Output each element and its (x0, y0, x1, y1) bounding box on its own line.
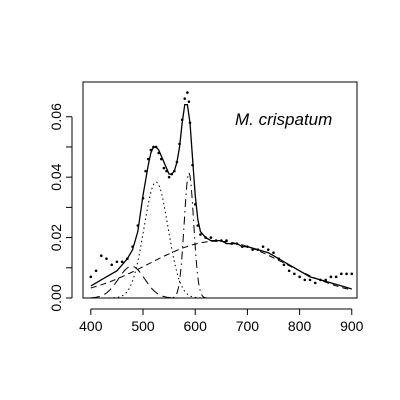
data-point (235, 242, 239, 245)
data-point (165, 169, 168, 173)
data-point (261, 245, 265, 248)
data-point (272, 251, 275, 254)
data-point (159, 157, 163, 161)
data-point (152, 145, 155, 149)
data-point (99, 254, 103, 258)
data-point (345, 272, 348, 276)
data-point (178, 142, 181, 146)
data-point (340, 272, 343, 276)
data-point (141, 197, 145, 200)
y-tick-label: 0.02 (48, 224, 64, 251)
data-point (251, 248, 254, 251)
data-point (277, 257, 281, 261)
y-tick-label: 0.06 (48, 103, 64, 130)
x-tick-label: 600 (184, 318, 208, 334)
component-curve-dashed (90, 240, 352, 291)
y-tick-label: 0.04 (48, 163, 64, 190)
data-point (334, 275, 338, 279)
x-tick-label: 800 (288, 318, 312, 334)
data-point (256, 248, 260, 251)
data-point (154, 145, 158, 149)
data-point (246, 245, 249, 248)
data-point (308, 278, 312, 282)
data-point (287, 269, 291, 273)
data-point (131, 245, 134, 248)
x-tick-label: 900 (340, 318, 364, 334)
data-point (105, 257, 108, 261)
data-point (89, 275, 93, 279)
data-point (209, 236, 213, 239)
data-point (220, 239, 223, 242)
plot-area: 400 500 600 700 800 900 0.00 0.02 0.04 0.06 (48, 81, 364, 334)
data-point (157, 151, 160, 155)
data-point (136, 224, 140, 227)
data-point (319, 278, 322, 282)
data-point (144, 169, 147, 173)
y-tick-label: 0.00 (48, 284, 64, 311)
data-point (329, 275, 333, 279)
data-point (230, 242, 234, 245)
data-point (193, 203, 197, 206)
data-point (175, 160, 179, 164)
data-point (282, 263, 286, 267)
x-tick-label: 500 (131, 318, 155, 334)
data-point (303, 278, 307, 282)
data-point (293, 272, 296, 276)
data-point (350, 272, 354, 276)
data-point (149, 148, 153, 152)
data-point (225, 239, 228, 242)
data-point (187, 100, 191, 103)
data-point (196, 224, 200, 227)
data-point (115, 260, 119, 264)
data-point (214, 239, 218, 242)
data-point (324, 278, 327, 282)
x-tick-label: 700 (236, 318, 260, 334)
data-point (167, 175, 171, 179)
data-point (199, 233, 202, 236)
data-point (146, 157, 150, 161)
data-point (110, 263, 113, 267)
data-point (183, 97, 187, 100)
data-point (186, 91, 189, 94)
data-point (204, 236, 207, 239)
data-point (191, 163, 194, 167)
data-point (240, 245, 244, 248)
data-point (173, 169, 176, 173)
data-point (170, 172, 174, 176)
data-point (313, 281, 317, 285)
data-point (180, 118, 184, 122)
fitted-curve (90, 104, 352, 290)
component-curve-dashdot (90, 171, 352, 299)
data-point (120, 260, 124, 264)
data-point (126, 257, 129, 261)
data-point (266, 248, 270, 251)
annotation-label: M. crispatum (235, 110, 332, 129)
data-point (94, 269, 98, 273)
data-point (298, 275, 301, 279)
data-point (162, 166, 166, 170)
data-point (188, 121, 192, 125)
x-tick-label: 400 (79, 318, 103, 334)
